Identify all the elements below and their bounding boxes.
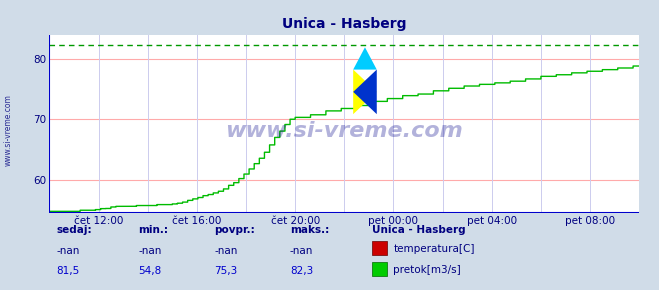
Text: pretok[m3/s]: pretok[m3/s]	[393, 265, 461, 275]
Text: -nan: -nan	[214, 246, 237, 256]
Text: sedaj:: sedaj:	[56, 225, 92, 235]
Polygon shape	[353, 70, 377, 114]
Text: temperatura[C]: temperatura[C]	[393, 244, 475, 254]
Text: 54,8: 54,8	[138, 266, 161, 276]
Text: maks.:: maks.:	[290, 225, 330, 235]
Text: Unica - Hasberg: Unica - Hasberg	[372, 225, 466, 235]
Text: www.si-vreme.com: www.si-vreme.com	[225, 121, 463, 141]
Title: Unica - Hasberg: Unica - Hasberg	[282, 17, 407, 31]
Text: povpr.:: povpr.:	[214, 225, 255, 235]
Text: www.si-vreme.com: www.si-vreme.com	[3, 95, 13, 166]
Text: -nan: -nan	[56, 246, 79, 256]
Polygon shape	[353, 47, 377, 70]
Text: -nan: -nan	[138, 246, 161, 256]
Text: 81,5: 81,5	[56, 266, 79, 276]
Text: 82,3: 82,3	[290, 266, 313, 276]
Text: -nan: -nan	[290, 246, 313, 256]
Text: 75,3: 75,3	[214, 266, 237, 276]
Text: min.:: min.:	[138, 225, 169, 235]
Polygon shape	[353, 70, 377, 114]
